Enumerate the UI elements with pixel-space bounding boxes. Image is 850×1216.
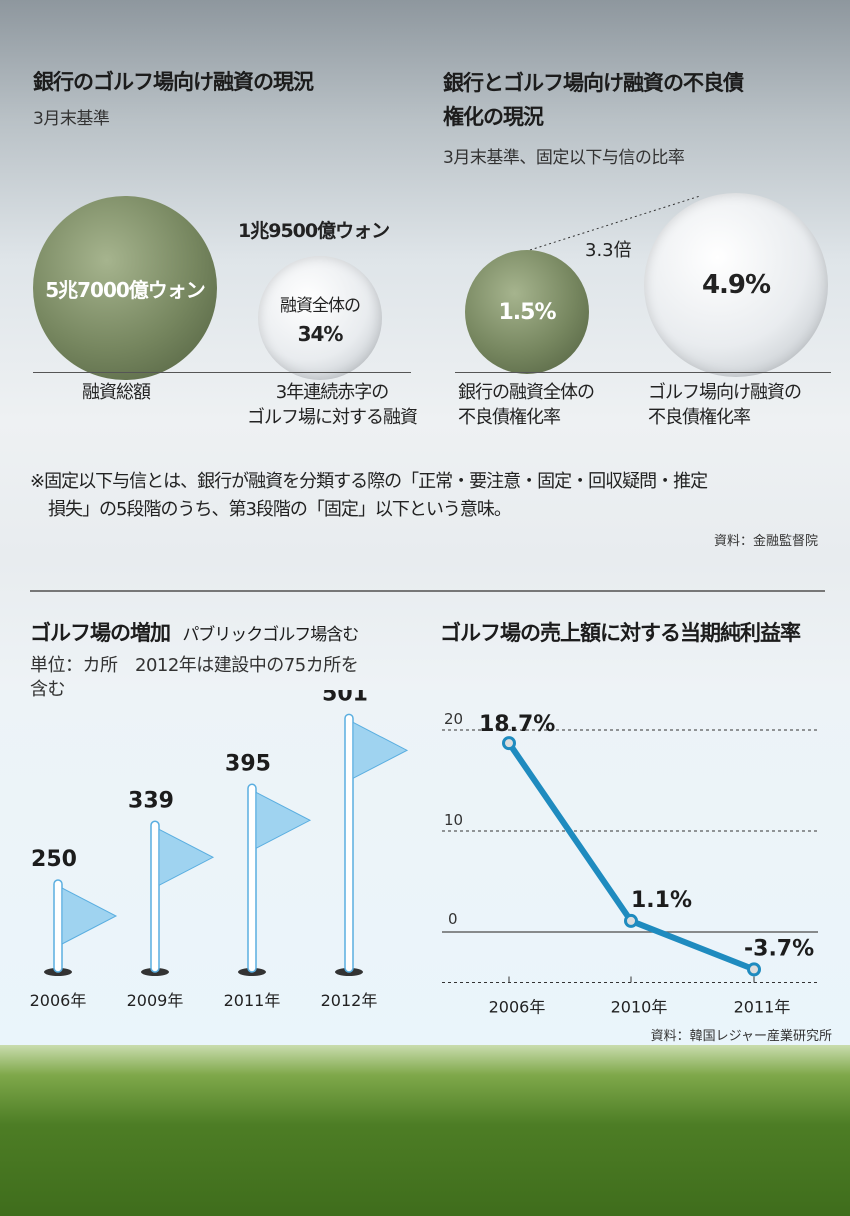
flag-banner <box>158 828 215 887</box>
baseline-right <box>455 372 831 373</box>
x-tick-label: 2006年 <box>489 998 546 1017</box>
npl-title: 銀行とゴルフ場向け融資の不良債 権化の現況 <box>443 66 744 134</box>
golf-label-line2: 不良債権化率 <box>648 407 751 428</box>
footnote-line1: ※固定以下与信とは、銀行が融資を分類する際の「正常・要注意・固定・回収疑問・推定 <box>30 471 708 492</box>
deficit-share: 34% <box>297 321 344 346</box>
total-loan-value: 5兆7000億ウォン <box>45 277 206 302</box>
ratio-label: 3.3倍 <box>585 240 632 261</box>
golf-npl-label: ゴルフ場向け融資の 不良債権化率 <box>648 380 802 430</box>
golf-label-line1: ゴルフ場向け融資の <box>648 382 802 403</box>
flag-banner <box>255 791 312 850</box>
flag-pole <box>150 820 160 973</box>
data-label: -3.7% <box>744 936 814 961</box>
npl-subtitle: 3月末基準、固定以下与信の比率 <box>443 148 685 168</box>
bank-npl-ball: 1.5% <box>465 250 589 374</box>
golf-npl-ball: 4.9% <box>644 193 828 377</box>
deficit-loan-value: 1兆9500億ウォン <box>238 220 390 242</box>
y-tick-label: 10 <box>444 811 463 829</box>
deficit-loan-ball: 融資全体の 34% <box>258 256 382 380</box>
total-loan-ball: 5兆7000億ウォン <box>33 196 217 380</box>
flag-value-label: 501 <box>322 690 368 706</box>
flag-year-label: 2011年 <box>224 991 281 1010</box>
series-line <box>506 741 756 973</box>
source-fss: 資料：金融監督院 <box>713 534 818 549</box>
flag-year-label: 2012年 <box>321 991 378 1010</box>
flag-pole <box>53 879 63 973</box>
golf-npl-value: 4.9% <box>701 270 771 300</box>
data-point <box>624 913 638 928</box>
deficit-inner-label: 融資全体の <box>280 295 361 316</box>
total-loan-label: 融資総額 <box>82 382 151 403</box>
section-divider <box>30 590 825 592</box>
bank-label-line1: 銀行の融資全体の <box>458 382 595 403</box>
lower-panel <box>0 690 850 1050</box>
flag-chart-title: ゴルフ場の増加 パブリックゴルフ場含む <box>30 617 359 647</box>
y-tick-label: 0 <box>448 910 458 928</box>
flag-chart: 250 2006年 339 2009年 395 2011年 501 2012年 <box>30 690 409 1010</box>
flag-chart-subtitle: 単位：カ所 2012年は建設中の75カ所を 含む <box>30 654 359 702</box>
flag-value-label: 339 <box>128 788 174 813</box>
deficit-label-line1: 3年連続赤字の <box>275 382 389 403</box>
deficit-loan-label: 3年連続赤字の ゴルフ場に対する融資 <box>232 380 432 430</box>
line-chart: 20 10 0 18.7% 2006年 1.1% 2010年 -3.7% 2011年 <box>442 710 818 1017</box>
footnote: ※固定以下与信とは、銀行が融資を分類する際の「正常・要注意・固定・回収疑問・推定… <box>30 468 708 524</box>
flag-chart-title-text: ゴルフ場の増加 <box>30 621 171 645</box>
line-chart-title: ゴルフ場の売上額に対する当期純利益率 <box>440 621 801 645</box>
data-point <box>502 736 516 751</box>
data-label: 18.7% <box>479 712 555 737</box>
x-tick-label: 2011年 <box>734 998 791 1017</box>
npl-title-line2: 権化の現況 <box>443 105 544 129</box>
x-tick-label: 2010年 <box>611 998 668 1017</box>
flag-banner <box>61 887 118 945</box>
loans-subtitle: 3月末基準 <box>33 109 110 129</box>
flag-subtitle-line2: 含む <box>30 679 66 700</box>
baseline-left <box>33 372 411 373</box>
source-leisure: 資料：韓国レジャー産業研究所 <box>650 1029 832 1044</box>
loans-title: 銀行のゴルフ場向け融資の現況 <box>33 70 314 94</box>
footnote-line2: 損失」の5段階のうち、第3段階の「固定」以下という意味。 <box>48 499 512 520</box>
bank-label-line2: 不良債権化率 <box>458 407 561 428</box>
bank-npl-label: 銀行の融資全体の 不良債権化率 <box>458 380 595 430</box>
flag-year-label: 2009年 <box>127 991 184 1010</box>
flag-pole <box>344 713 354 973</box>
data-point <box>747 962 761 977</box>
grass-background <box>0 1045 850 1216</box>
flag-pole <box>247 783 257 973</box>
data-label: 1.1% <box>631 888 692 913</box>
flag-value-label: 250 <box>31 847 77 872</box>
flag-banner <box>352 721 409 780</box>
flag-value-label: 395 <box>225 751 271 776</box>
npl-title-line1: 銀行とゴルフ場向け融資の不良債 <box>443 71 744 95</box>
deficit-label-line2: ゴルフ場に対する融資 <box>247 407 418 428</box>
flag-year-label: 2006年 <box>30 991 87 1010</box>
y-tick-label: 20 <box>444 710 463 728</box>
flag-chart-title-note: パブリックゴルフ場含む <box>182 625 359 645</box>
bank-npl-value: 1.5% <box>498 299 556 325</box>
flag-subtitle-line1: 単位：カ所 2012年は建設中の75カ所を <box>30 655 359 676</box>
